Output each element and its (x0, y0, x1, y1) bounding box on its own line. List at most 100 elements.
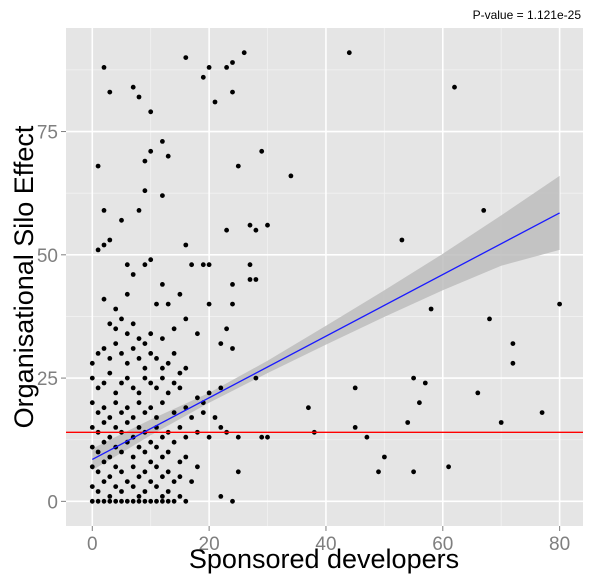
data-point (171, 326, 177, 332)
data-point (235, 469, 241, 475)
data-point (142, 262, 148, 268)
data-point (119, 489, 124, 494)
data-point (107, 454, 113, 460)
x-axis-title: Sponsored developers (189, 544, 459, 574)
data-point (177, 494, 183, 499)
data-point (148, 148, 154, 154)
data-point (183, 454, 189, 460)
data-point (160, 498, 165, 504)
data-point (177, 459, 183, 465)
data-point (101, 380, 107, 386)
data-point (101, 242, 107, 248)
data-point (200, 262, 206, 268)
data-point (183, 498, 189, 504)
grid-lines (66, 28, 583, 526)
data-point (160, 139, 165, 144)
data-point (107, 494, 113, 499)
data-point (510, 360, 516, 366)
data-point (95, 489, 101, 494)
data-point (119, 351, 124, 356)
data-point (148, 109, 154, 115)
data-point (165, 390, 171, 396)
data-point (235, 163, 241, 169)
data-point (247, 277, 253, 282)
data-point (142, 158, 148, 164)
data-point (230, 60, 235, 65)
data-point (475, 390, 481, 396)
data-point (417, 400, 422, 406)
regression-line (91, 212, 560, 461)
data-point (130, 498, 136, 504)
data-point (95, 469, 101, 475)
data-point (206, 434, 212, 440)
data-point (253, 227, 259, 233)
data-point (160, 454, 165, 460)
data-point (160, 494, 165, 499)
data-point (160, 474, 165, 480)
data-point (148, 380, 154, 386)
data-point (230, 282, 235, 287)
data-point (136, 474, 142, 480)
y-tick-label: 50 (37, 246, 58, 267)
data-point (119, 217, 124, 223)
data-point (259, 148, 265, 154)
data-point (218, 341, 224, 346)
data-point (177, 385, 183, 391)
data-point (124, 420, 130, 425)
data-point (119, 498, 124, 504)
data-point (124, 360, 130, 366)
data-point (165, 469, 171, 475)
data-point (195, 331, 200, 337)
data-point (136, 336, 142, 341)
data-point (218, 385, 224, 391)
data-point (107, 237, 113, 243)
data-point (113, 425, 119, 430)
data-point (253, 375, 259, 381)
data-point (154, 498, 159, 504)
data-point (183, 55, 189, 60)
data-point (171, 410, 177, 415)
points-group (89, 50, 562, 504)
data-point (171, 498, 177, 504)
data-point (148, 439, 154, 445)
data-point (364, 434, 370, 440)
data-point (177, 425, 183, 430)
data-point (101, 208, 107, 213)
data-point (89, 444, 95, 450)
data-point (107, 356, 113, 361)
data-point (142, 449, 148, 455)
data-point (107, 321, 113, 327)
data-point (124, 405, 130, 411)
data-point (498, 420, 504, 425)
x-tick-label: 0 (87, 534, 98, 555)
y-tick-label: 25 (37, 369, 58, 390)
data-point (130, 272, 136, 277)
data-point (136, 498, 142, 504)
data-point (119, 316, 124, 322)
data-point (124, 331, 130, 337)
data-point (136, 208, 142, 213)
data-point (113, 498, 119, 504)
data-point (142, 489, 148, 494)
data-point (183, 242, 189, 248)
data-point (95, 351, 101, 356)
data-point (142, 188, 148, 194)
data-point (101, 479, 107, 484)
data-point (101, 65, 107, 70)
data-point (113, 464, 119, 470)
data-point (487, 316, 492, 322)
data-point (89, 484, 95, 489)
data-point (160, 365, 165, 371)
data-point (206, 390, 212, 396)
data-point (107, 89, 113, 95)
data-point (124, 375, 130, 381)
data-point (142, 410, 148, 415)
data-point (212, 415, 218, 420)
data-point (154, 415, 159, 420)
data-point (171, 439, 177, 445)
data-point (136, 400, 142, 406)
data-point (107, 434, 113, 440)
data-point (265, 222, 270, 228)
data-point (557, 301, 562, 307)
data-point (107, 370, 113, 376)
